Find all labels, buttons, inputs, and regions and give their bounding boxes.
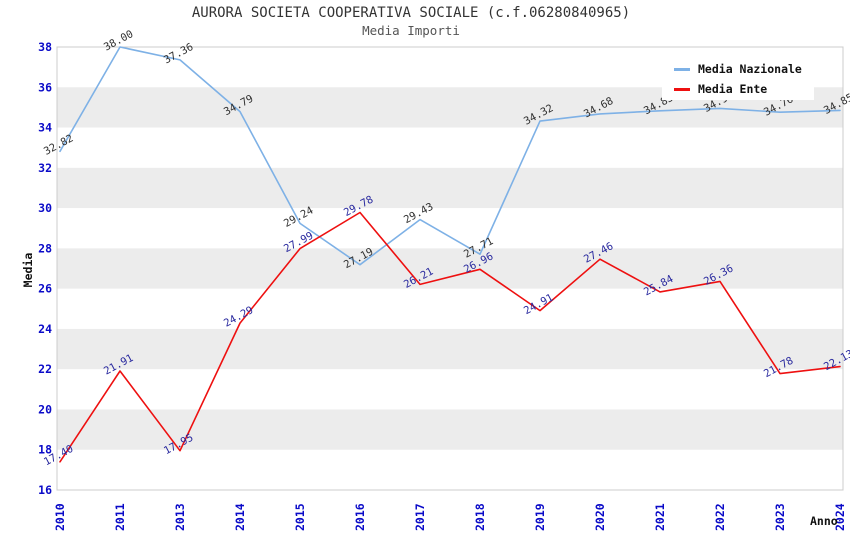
y-tick-label: 38 <box>38 40 52 54</box>
chart-title: AURORA SOCIETA COOPERATIVA SOCIALE (c.f.… <box>191 5 631 21</box>
media-ente-line-swatch-icon <box>674 87 690 91</box>
y-tick-label: 18 <box>38 443 52 457</box>
y-tick-label: 36 <box>38 80 52 94</box>
x-tick-label: 2016 <box>353 503 367 531</box>
y-tick-label: 32 <box>38 161 52 175</box>
y-tick-label: 26 <box>38 282 52 296</box>
y-tick-label: 22 <box>38 362 52 376</box>
x-tick-label: 2013 <box>173 503 187 531</box>
x-tick-label: 2017 <box>413 503 427 531</box>
x-tick-label: 2011 <box>113 503 127 531</box>
y-tick-label: 30 <box>38 201 52 215</box>
legend-label-media-ente: Media Ente <box>698 82 768 96</box>
y-tick-label: 28 <box>38 241 52 255</box>
grid-band <box>57 409 843 450</box>
data-point-label: 29.24 <box>282 204 316 229</box>
grid-band <box>57 248 843 289</box>
x-tick-label: 2020 <box>593 503 607 531</box>
legend-item-media-nazionale: Media Nazionale <box>674 59 814 79</box>
x-tick-label: 2019 <box>533 503 547 531</box>
y-tick-label: 16 <box>38 483 52 497</box>
x-tick-label: 2010 <box>53 503 67 531</box>
y-axis-title: Media <box>21 252 35 288</box>
x-tick-label: 2015 <box>293 503 307 531</box>
x-tick-label: 2024 <box>833 503 847 531</box>
x-tick-label: 2014 <box>233 503 247 531</box>
series-line-media-ente <box>59 211 841 463</box>
data-point-label: 24.91 <box>522 292 556 317</box>
x-axis-title: Anno <box>810 514 838 528</box>
chart-subtitle: Media Importi <box>362 23 460 38</box>
x-tick-label: 2018 <box>473 503 487 531</box>
x-tick-label: 2023 <box>773 503 787 531</box>
grid-band <box>57 167 843 209</box>
legend-label-media-nazionale: Media Nazionale <box>698 62 802 76</box>
legend-item-media-ente: Media Ente <box>674 79 814 99</box>
y-tick-label: 20 <box>38 402 52 416</box>
series-line-media-nazionale <box>59 46 841 266</box>
y-tick-label: 34 <box>38 121 52 135</box>
y-tick-label: 24 <box>38 322 52 336</box>
x-tick-label: 2022 <box>713 503 727 531</box>
data-point-label: 32.82 <box>42 132 76 157</box>
legend: Media Nazionale Media Ente <box>662 54 814 100</box>
media-nazionale-line-swatch-icon <box>674 67 690 71</box>
plot-border <box>56 46 844 491</box>
data-point-label: 37.36 <box>162 41 196 66</box>
grid-band <box>57 328 843 370</box>
x-tick-label: 2021 <box>653 503 667 531</box>
